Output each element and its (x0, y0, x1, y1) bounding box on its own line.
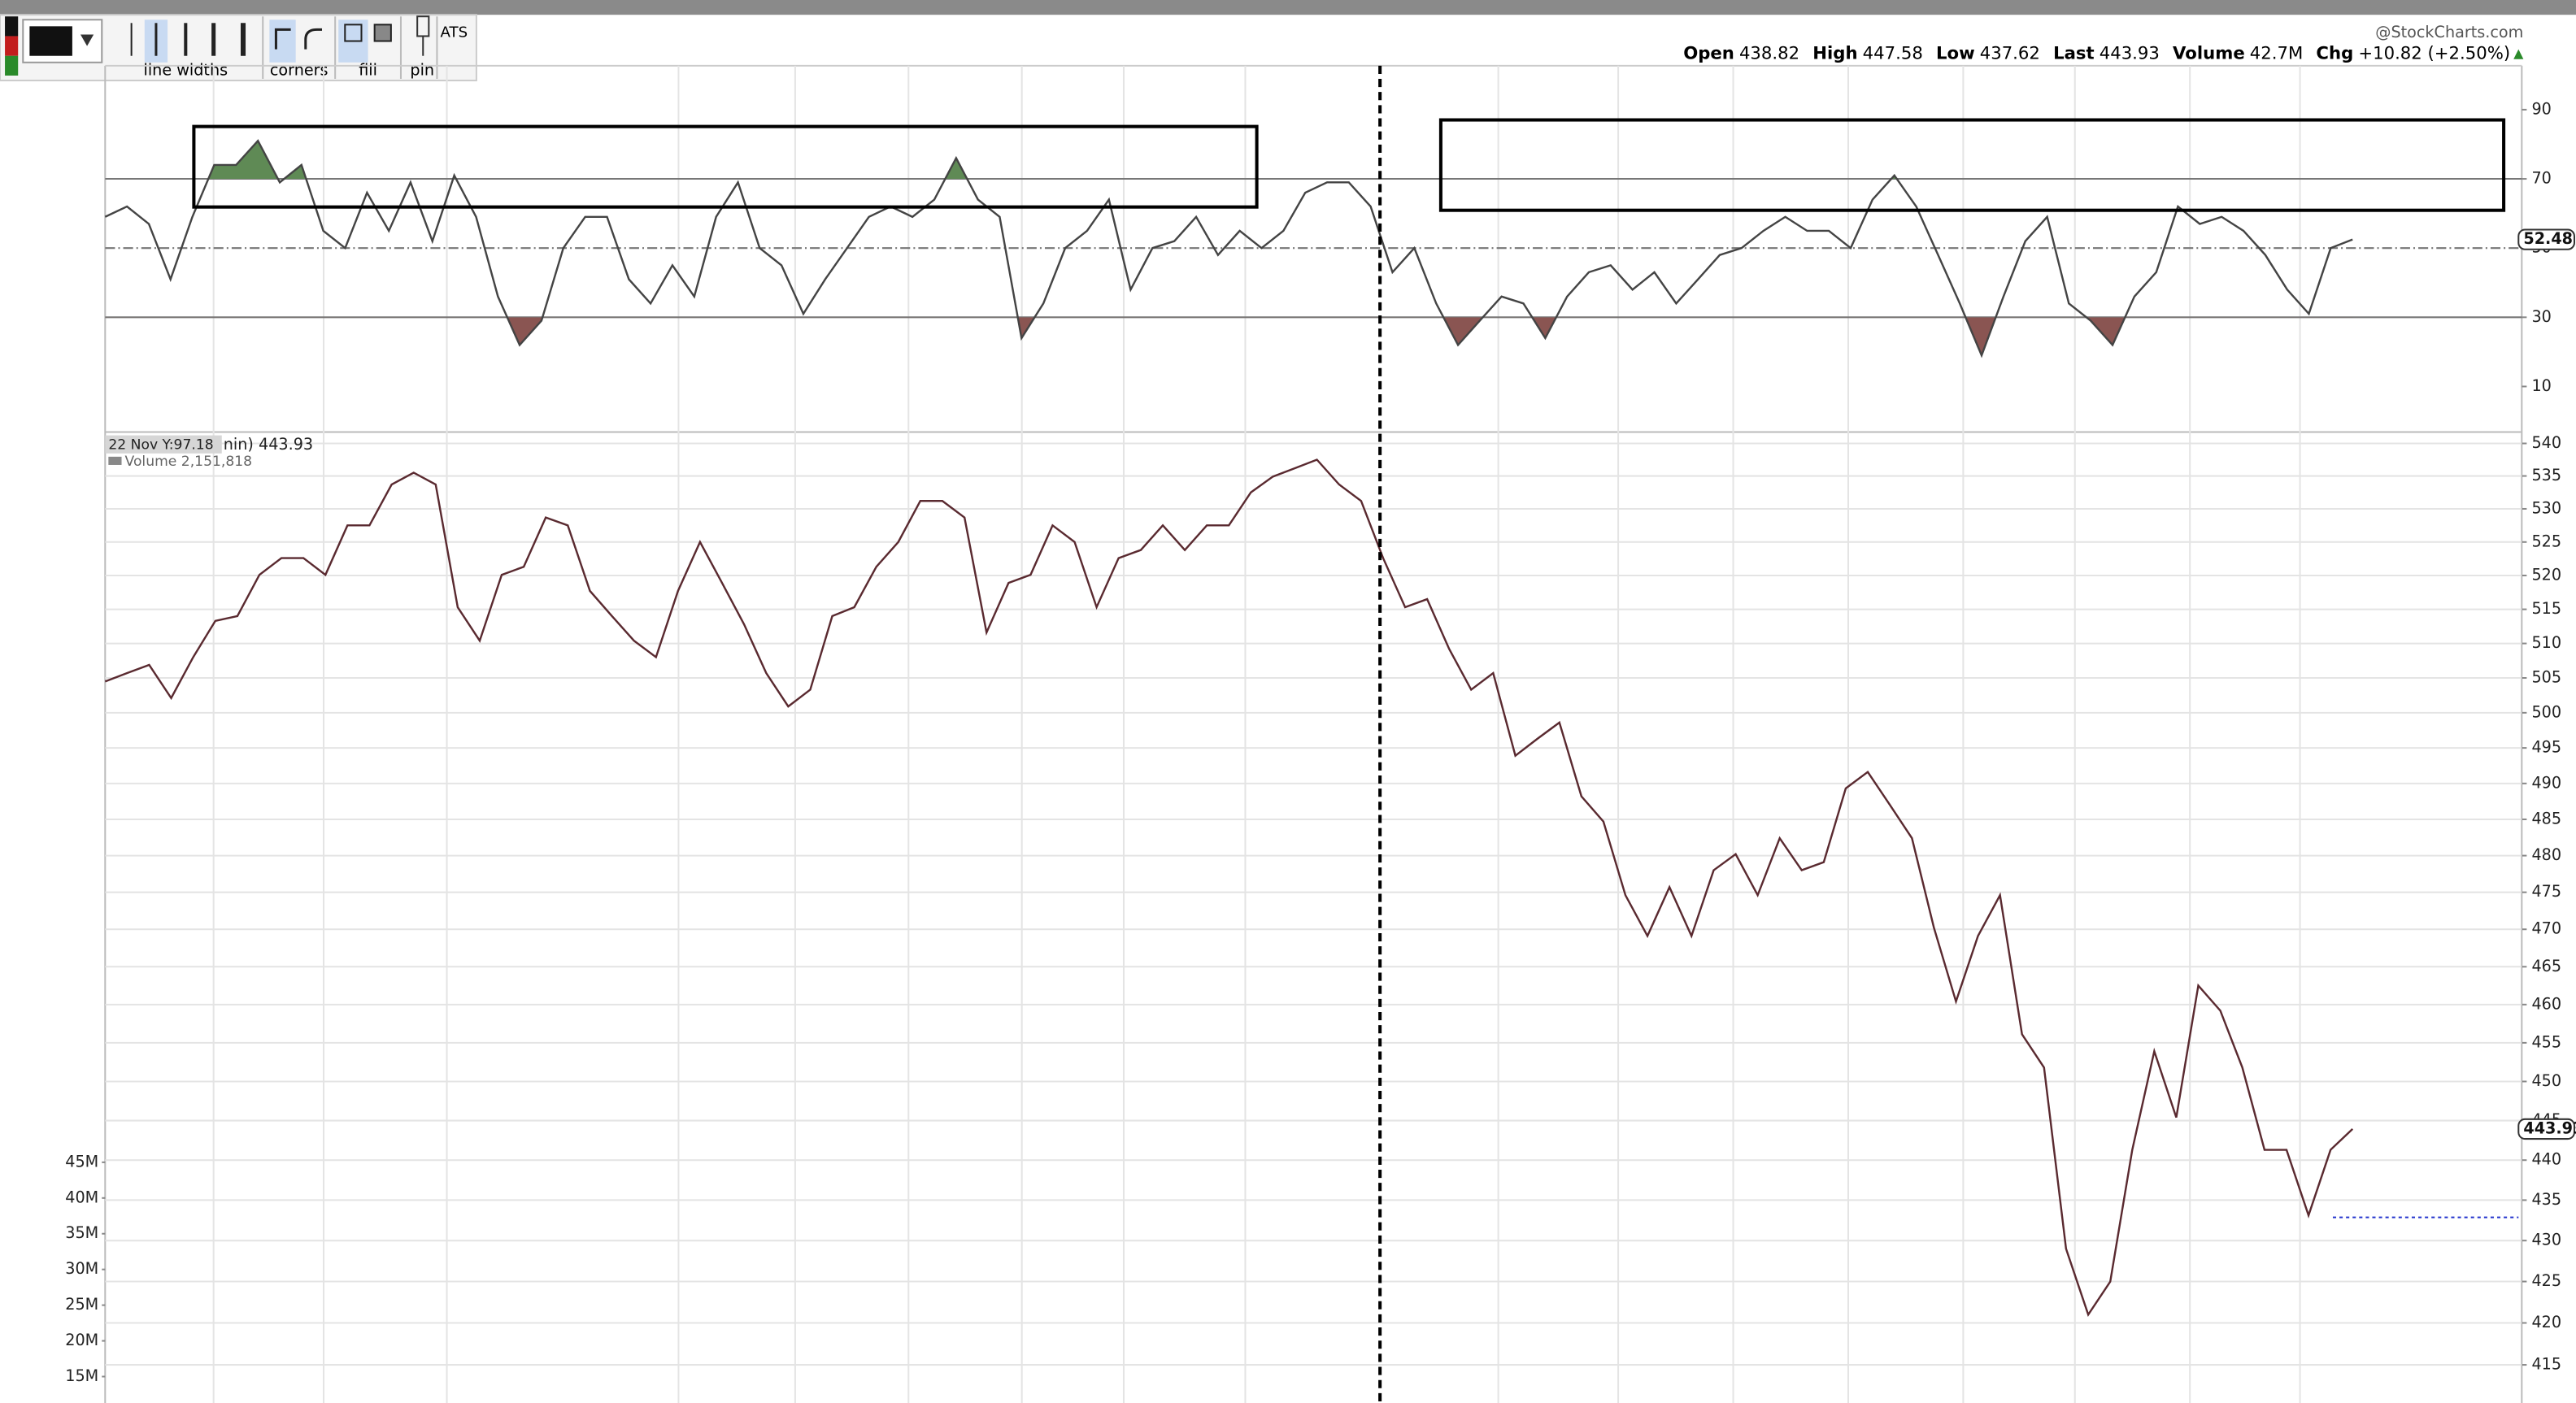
quote-label: Chg (2316, 44, 2353, 64)
volume-legend: Volume 2,151,818 (125, 454, 253, 470)
y-tick-label: 515 (2531, 599, 2561, 618)
quote-value: 437.62 (1980, 44, 2040, 64)
y-tick-label: 440 (2531, 1150, 2561, 1169)
y-tick-label: 470 (2531, 919, 2561, 938)
y-tick-label: 425 (2531, 1271, 2561, 1290)
toolbar: line widths corners fill pin ATS (0, 14, 477, 82)
y-tick-label: 70 (2531, 169, 2551, 188)
y-tick-label: 490 (2531, 773, 2561, 792)
y-tick-label: 525 (2531, 532, 2561, 550)
y-tick-label: 15M (65, 1366, 98, 1385)
y-tick-label: 505 (2531, 668, 2561, 687)
y-tick-label: 35M (65, 1223, 98, 1242)
annotation-box[interactable] (192, 124, 1259, 209)
y-tick-label: 25M (65, 1295, 98, 1314)
y-tick-label: 40M (65, 1188, 98, 1206)
quote-label: Open (1683, 44, 1734, 64)
quote-line: Open 438.82 High 447.58 Low 437.62 Last 443.93 V… (1683, 44, 2510, 64)
up-arrow (2513, 49, 2524, 59)
crosshair-label: 22 Nov Y:97.18 (108, 437, 213, 454)
y-tick-label: 465 (2531, 957, 2561, 975)
y-tick-label: 510 (2531, 633, 2561, 652)
y-tick-label: 430 (2531, 1231, 2561, 1249)
quote-label: Volume (2173, 44, 2245, 64)
y-tick-label: 460 (2531, 994, 2561, 1013)
fill-icon[interactable] (373, 24, 392, 42)
y-tick-label: 520 (2531, 565, 2561, 584)
y-tick-label: 455 (2531, 1032, 2561, 1051)
toolbar-label: corners (270, 60, 329, 79)
y-tick-label: 415 (2531, 1355, 2561, 1374)
series-line (104, 139, 2353, 358)
y-tick-label: 20M (65, 1331, 98, 1349)
brand: @StockCharts.com (2375, 23, 2523, 41)
vertical-grid (212, 65, 2301, 1403)
swatch[interactable] (5, 36, 19, 56)
y-tick-label: 435 (2531, 1190, 2561, 1209)
quote-value: +10.82 (+2.50%) (2358, 44, 2510, 64)
last-value-label: 443.93 (2523, 1118, 2576, 1137)
y-tick-label: 450 (2531, 1071, 2561, 1090)
y-tick-label: 30 (2531, 307, 2551, 326)
y-tick-label: 45M (65, 1152, 98, 1171)
quote-label: Last (2053, 44, 2095, 64)
y-tick-label: 535 (2531, 466, 2561, 484)
y-tick-label: 475 (2531, 882, 2561, 901)
quote-value: 447.58 (1863, 44, 1923, 64)
y-tick-label: 10 (2531, 376, 2551, 395)
volume-legend-icon (108, 456, 122, 465)
y-tick-label: 495 (2531, 738, 2561, 757)
crosshair-label-bg (105, 435, 222, 454)
last-value-label: 52.48 (2523, 229, 2573, 248)
quote-value: 438.82 (1739, 44, 1799, 64)
toolbar-label: line widths (144, 60, 228, 79)
y-tick-label: 90 (2531, 99, 2551, 118)
corner-icon[interactable] (304, 28, 322, 50)
y-tick-label: 480 (2531, 845, 2561, 864)
y-tick-label: 485 (2531, 809, 2561, 827)
y-tick-label: 530 (2531, 498, 2561, 517)
toolbar-label: pin (410, 60, 434, 79)
swatch[interactable] (5, 16, 19, 37)
fill-icon[interactable] (344, 24, 363, 42)
last-value-box (2517, 228, 2575, 250)
y-tick-label: 500 (2531, 702, 2561, 721)
dropdown-arrow (80, 34, 94, 46)
symbol-text: ATS (440, 24, 468, 41)
color-preview (29, 26, 72, 56)
y-tick-label: 30M (65, 1259, 98, 1278)
plots: 103050709052.484154204254304354404454504… (65, 99, 2576, 1385)
price-legend: nin) 443.93 (224, 435, 313, 454)
y-tick-label: 420 (2531, 1313, 2561, 1331)
quote-label: Low (1936, 44, 1975, 64)
quote-label: High (1812, 44, 1857, 64)
corner-icon[interactable] (274, 28, 291, 50)
quote-value: 42.7M (2250, 44, 2304, 64)
y-tick-label: 540 (2531, 433, 2561, 452)
corner-selected[interactable] (269, 20, 296, 63)
quote-value: 443.93 (2100, 44, 2160, 64)
toolbar-label: fill (359, 60, 377, 79)
top-bar (0, 0, 2576, 15)
series-line (104, 458, 2354, 1317)
swatch[interactable] (5, 55, 19, 76)
annotation-box[interactable] (1438, 118, 2506, 212)
last-value-box (2517, 1118, 2575, 1140)
